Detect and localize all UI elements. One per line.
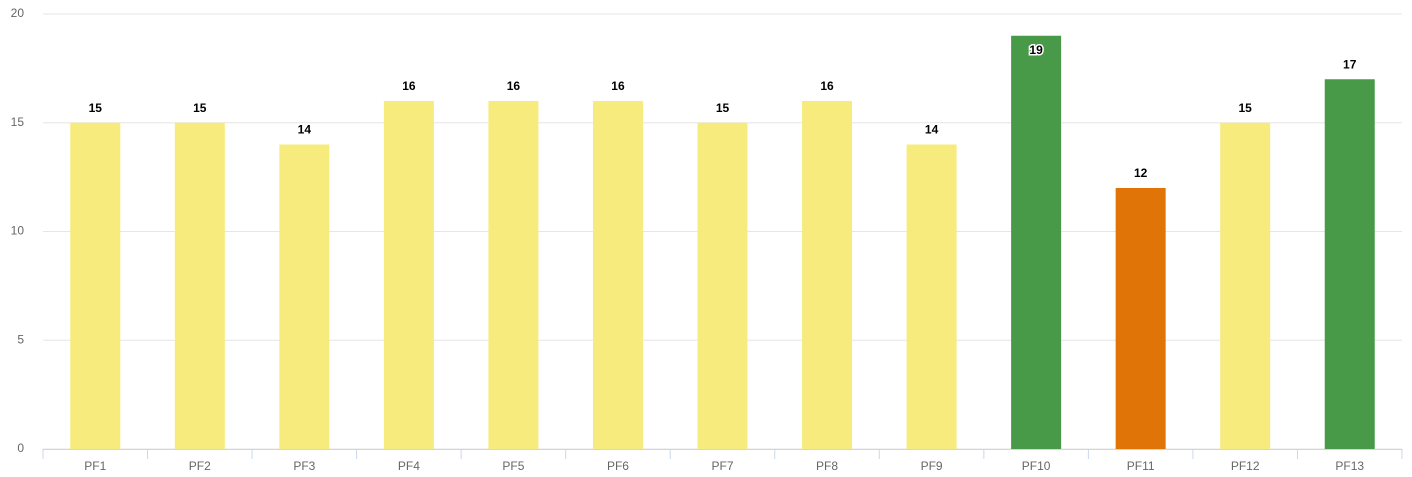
bar — [383, 101, 434, 449]
data-label: 16 — [820, 79, 834, 93]
bar — [70, 122, 121, 449]
data-label: 19 — [1029, 43, 1043, 57]
x-tick-label: PF12 — [1231, 459, 1260, 473]
bar — [1220, 122, 1271, 449]
data-label: 15 — [89, 101, 103, 115]
x-tick-label: PF9 — [921, 459, 943, 473]
x-tick-label: PF6 — [607, 459, 629, 473]
x-tick-label: PF10 — [1022, 459, 1051, 473]
x-tick-label: PF7 — [711, 459, 733, 473]
data-label: 12 — [1134, 166, 1148, 180]
data-label: 16 — [507, 79, 521, 93]
x-tick-label: PF3 — [293, 459, 315, 473]
y-tick-label: 20 — [11, 6, 25, 20]
x-tick-label: PF2 — [189, 459, 211, 473]
x-tick-label: PF13 — [1335, 459, 1364, 473]
data-label: 15 — [1239, 101, 1253, 115]
data-label: 16 — [402, 79, 416, 93]
data-label: 15 — [193, 101, 207, 115]
bar — [1011, 35, 1062, 449]
data-label: 14 — [925, 123, 939, 137]
x-tick-label: PF11 — [1127, 459, 1155, 473]
bar — [174, 122, 225, 449]
bar — [488, 101, 539, 449]
x-tick-label: PF8 — [816, 459, 838, 473]
bar — [802, 101, 853, 449]
bar — [1324, 79, 1375, 449]
y-tick-label: 0 — [17, 441, 24, 455]
y-tick-label: 10 — [11, 224, 25, 238]
bar — [697, 122, 748, 449]
x-tick-label: PF5 — [502, 459, 524, 473]
y-tick-label: 15 — [11, 115, 25, 129]
x-tick-label: PF4 — [398, 459, 420, 473]
data-label: 14 — [298, 123, 312, 137]
bar — [279, 144, 330, 449]
bar — [1115, 188, 1166, 449]
x-tick-label: PF1 — [84, 459, 106, 473]
bar — [592, 101, 643, 449]
data-label: 16 — [611, 79, 625, 93]
bar — [906, 144, 957, 449]
y-tick-label: 5 — [17, 332, 24, 346]
data-label: 17 — [1343, 57, 1357, 71]
data-label: 15 — [716, 101, 730, 115]
